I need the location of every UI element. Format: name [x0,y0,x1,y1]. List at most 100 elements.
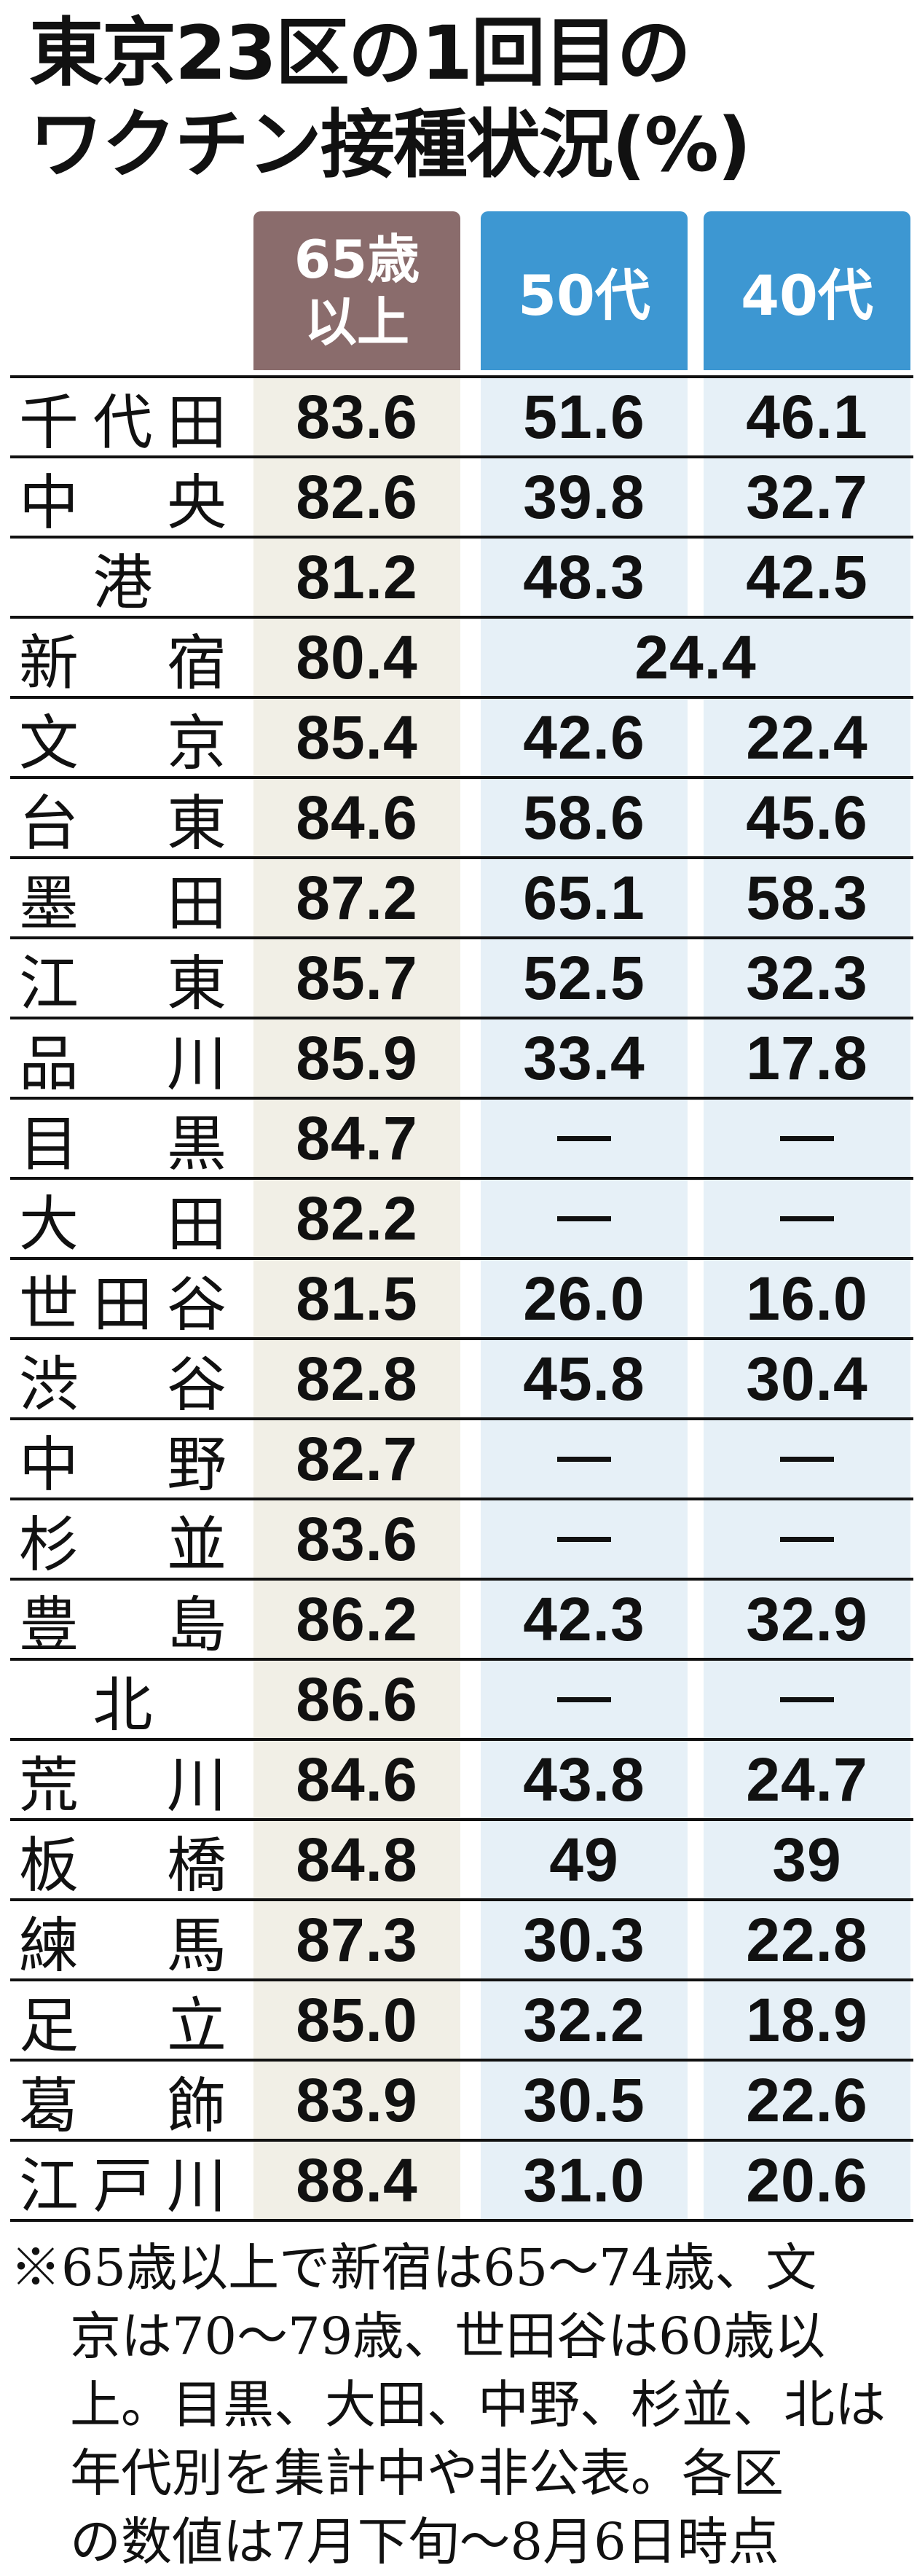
ward-name: 練馬 [10,1901,236,1981]
ward-name-char: 江 [19,949,80,1019]
ward-name: 中央 [10,458,236,538]
header-50s: 50代 [481,211,688,370]
table-row: 新宿 80.4 24.4 [10,616,913,698]
table-row: 練馬 87.3 30.3 22.8 [10,1898,913,1981]
not-available-dash [780,1696,834,1702]
table-row: 目黒 84.7 [10,1097,913,1179]
ward-name: 足立 [10,1981,236,2061]
footnote-line-1: ※65歳以上で新宿は65〜74歳、文 [10,2238,817,2298]
value-50s: 58.6 [481,779,688,856]
value-50s [481,1661,688,1738]
value-65-and-over: 84.6 [253,779,460,856]
ward-name-char: 大 [19,1189,80,1259]
value-40s: 45.6 [704,779,910,856]
ward-name-char: 代 [93,388,154,458]
value-50s: 39.8 [481,458,688,536]
value-40s: 18.9 [704,1981,910,2059]
ward-name-char: 田 [166,1189,227,1259]
header-40s: 40代 [704,211,910,370]
ward-name-char: 宿 [166,628,227,698]
ward-name-char: 谷 [166,1350,227,1420]
not-available-dash [780,1536,834,1542]
value-50s [481,1500,688,1578]
value-40s: 42.5 [704,539,910,616]
value-40s: 32.7 [704,458,910,536]
value-65-and-over: 84.6 [253,1741,460,1818]
value-65-and-over: 83.6 [253,378,460,455]
value-50s [481,1180,688,1257]
value-40s: 46.1 [704,378,910,455]
table-row: 世田谷 81.5 26.0 16.0 [10,1257,913,1339]
table-row: 台東 84.6 58.6 45.6 [10,776,913,858]
not-available-dash [780,1215,834,1221]
value-65-and-over: 85.0 [253,1981,460,2059]
value-50s: 49 [481,1821,688,1898]
value-50s-40s-combined: 24.4 [481,619,910,696]
value-40s [704,1500,910,1578]
table-row: 品川 85.9 33.4 17.8 [10,1017,913,1099]
ward-name: 渋谷 [10,1340,236,1420]
value-50s: 33.4 [481,1019,688,1097]
value-50s: 51.6 [481,378,688,455]
value-50s: 32.2 [481,1981,688,2059]
ward-name-char: 練 [19,1911,80,1981]
ward-name-char: 文 [19,708,80,778]
value-65-and-over: 83.6 [253,1500,460,1578]
ward-name-char: 並 [166,1510,227,1580]
value-65-and-over: 81.5 [253,1260,460,1337]
ward-name-char: 馬 [166,1911,227,1981]
value-65-and-over: 83.9 [253,2062,460,2139]
value-40s: 17.8 [704,1019,910,1097]
ward-name-char: 谷 [166,1269,227,1339]
ward-name: 豊島 [10,1581,236,1660]
value-50s: 30.5 [481,2062,688,2139]
value-40s: 30.4 [704,1340,910,1417]
table-row: 荒川 84.6 43.8 24.7 [10,1738,913,1820]
value-65-and-over: 84.7 [253,1100,460,1177]
ward-name: 杉並 [10,1500,236,1580]
ward-name: 江戸川 [10,2142,236,2221]
value-65-and-over: 85.4 [253,699,460,776]
table-row: 大 田 82.2 [10,1177,913,1259]
ward-name-char: 豊 [19,1590,80,1660]
value-40s: 39 [704,1821,910,1898]
table-row: 墨田 87.2 65.1 58.3 [10,856,913,939]
ward-name-char: 飾 [166,2071,227,2141]
value-50s: 65.1 [481,859,688,936]
header-65-line-2: 以上 [304,291,409,353]
ward-name-char: 川 [166,1029,227,1099]
header-65-line-1: 65歳 [294,229,420,290]
footnote-line-3: 上。目黒、大田、中野、杉並、北は [70,2375,886,2435]
value-50s: 52.5 [481,939,688,1017]
table-row: 中央 82.6 39.8 32.7 [10,455,913,538]
ward-name: 板橋 [10,1821,236,1900]
ward-name-char: 東 [166,788,227,858]
ward-name: 新宿 [10,619,236,698]
ward-name-char: 央 [166,468,227,538]
value-40s: 32.9 [704,1581,910,1658]
value-65-and-over: 84.8 [253,1821,460,1898]
value-65-and-over: 82.8 [253,1340,460,1417]
ward-name: 江東 [10,939,236,1019]
ward-name-char: 荒 [19,1750,80,1820]
value-65-and-over: 82.2 [253,1180,460,1257]
value-40s: 24.7 [704,1741,910,1818]
value-65-and-over: 85.7 [253,939,460,1017]
value-65-and-over: 82.6 [253,458,460,536]
not-available-dash [557,1456,611,1462]
value-50s: 42.3 [481,1581,688,1658]
ward-name-char: 足 [19,1991,80,2061]
ward-name: 葛飾 [10,2062,236,2141]
ward-name: 品川 [10,1019,236,1099]
ward-name-char: 田 [166,869,227,939]
value-40s: 32.3 [704,939,910,1017]
value-40s: 22.8 [704,1901,910,1978]
value-50s: 48.3 [481,539,688,616]
not-available-dash [780,1135,834,1141]
footnote: ※65歳以上で新宿は65〜74歳、文 京は70〜79歳、世田谷は60歳以 上。目… [10,2234,913,2576]
footnote-mark: ※ [10,2238,61,2298]
value-50s: 45.8 [481,1340,688,1417]
table-row: 板橋 84.8 49 39 [10,1818,913,1900]
value-50s: 42.6 [481,699,688,776]
ward-name-char: 世 [19,1269,80,1339]
